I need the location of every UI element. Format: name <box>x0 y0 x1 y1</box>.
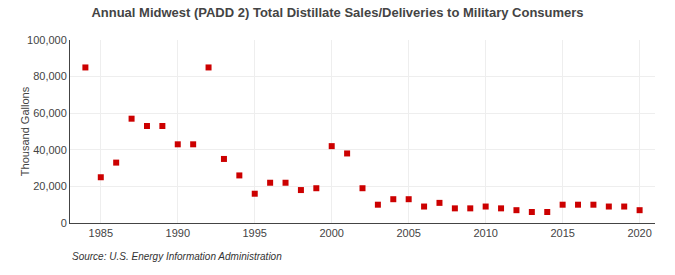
svg-text:1985: 1985 <box>89 227 113 239</box>
svg-text:100,000: 100,000 <box>27 34 67 46</box>
svg-text:80,000: 80,000 <box>33 70 67 82</box>
svg-text:Source: U.S. Energy Informatio: Source: U.S. Energy Information Administ… <box>72 251 282 262</box>
svg-text:2000: 2000 <box>319 227 343 239</box>
svg-text:Annual Midwest (PADD 2) Total: Annual Midwest (PADD 2) Total Distillate… <box>91 5 583 20</box>
svg-text:2020: 2020 <box>627 227 651 239</box>
svg-text:Thousand Gallons: Thousand Gallons <box>19 86 31 176</box>
svg-text:2015: 2015 <box>550 227 574 239</box>
svg-text:0: 0 <box>61 217 67 229</box>
svg-text:40,000: 40,000 <box>33 144 67 156</box>
svg-text:60,000: 60,000 <box>33 107 67 119</box>
svg-text:1990: 1990 <box>166 227 190 239</box>
svg-text:20,000: 20,000 <box>33 180 67 192</box>
svg-text:1995: 1995 <box>242 227 266 239</box>
svg-text:2010: 2010 <box>473 227 497 239</box>
svg-text:2005: 2005 <box>396 227 420 239</box>
